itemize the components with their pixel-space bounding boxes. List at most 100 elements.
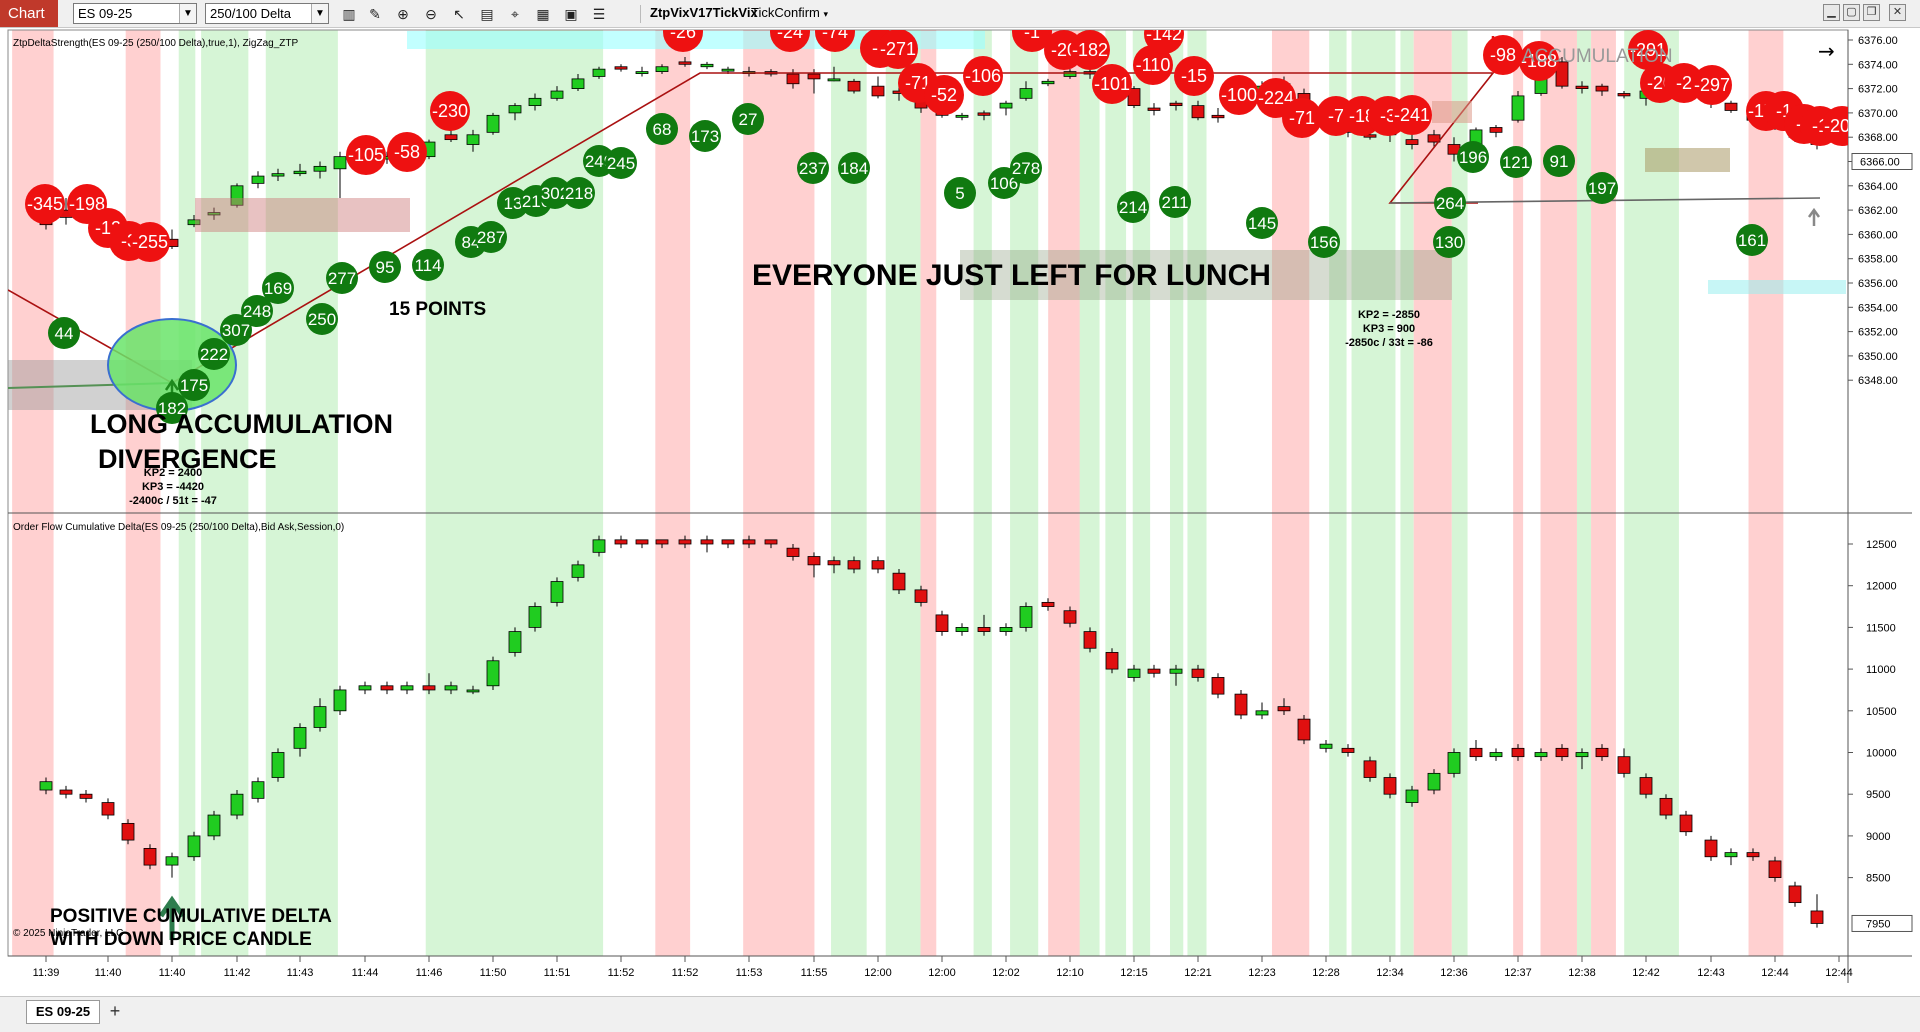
delta-candle [39, 781, 53, 791]
delta-candle [1341, 747, 1355, 753]
delta-candle [678, 539, 692, 545]
data-box-icon[interactable]: ▤ [480, 6, 494, 22]
red-delta-bubble-label: -52 [931, 85, 957, 105]
delta-candle [1746, 852, 1760, 858]
delta-candle [1595, 747, 1609, 758]
positive-delta-text: POSITIVE CUMULATIVE DELTA [50, 906, 332, 927]
zoom-out-icon[interactable]: ⊖ [425, 6, 437, 22]
red-delta-bubble [430, 91, 470, 131]
restore-icon[interactable]: ❐ [1863, 4, 1880, 21]
cyan-zone-right [1708, 280, 1846, 294]
chevron-down-icon[interactable]: ▼ [311, 4, 328, 23]
down-candle-text: WITH DOWN PRICE CANDLE [50, 929, 312, 950]
close-icon[interactable]: ✕ [1889, 4, 1906, 21]
red-delta-bubble [815, 30, 855, 52]
delta-candle [655, 539, 669, 545]
price-tick-label: 6368.00 [1858, 132, 1898, 144]
price-candle [571, 78, 585, 90]
crosshair-icon[interactable]: ⌖ [511, 6, 519, 22]
green-delta-bubble [1433, 226, 1465, 258]
up-arrow-icon [158, 895, 186, 940]
price-tick-label: 6376.00 [1858, 35, 1898, 47]
time-tick-label: 12:00 [864, 967, 892, 979]
maximize-icon[interactable]: ▢ [1843, 4, 1860, 21]
price-candle [313, 165, 327, 172]
green-delta-bubble-label: 106 [990, 174, 1018, 193]
bar-type-selector[interactable]: 250/100 Delta ▼ [205, 3, 329, 24]
green-delta-bubble [1010, 152, 1042, 184]
delta-candle [1639, 777, 1653, 795]
red-delta-bubble-label: -110 [1136, 55, 1171, 75]
green-delta-bubble-label: 307 [222, 321, 250, 340]
properties-icon[interactable]: ▦ [536, 6, 550, 22]
minimize-icon[interactable]: ▁ [1823, 4, 1840, 21]
add-tab-button[interactable]: + [109, 1001, 121, 1021]
pointer-icon[interactable]: ↖ [453, 6, 465, 22]
tab-es-09-25[interactable]: ES 09-25 [26, 1000, 100, 1024]
green-delta-bubble-label: 237 [799, 159, 827, 178]
price-candle [333, 156, 347, 170]
price-overlays [8, 31, 1846, 412]
delta-candle [293, 727, 307, 749]
green-delta-bubble [1159, 186, 1191, 218]
red-delta-bubble [1392, 95, 1432, 135]
red-delta-bubble-label: -58 [394, 142, 420, 162]
chevron-down-icon[interactable]: ▼ [179, 4, 196, 23]
list-icon[interactable]: ☰ [592, 6, 606, 22]
time-tick-label: 11:40 [159, 967, 186, 979]
green-delta-bubble [241, 295, 273, 327]
red-delta-bubble [1133, 45, 1173, 85]
lunch-text: EVERYONE JUST LEFT FOR LUNCH [752, 259, 1271, 292]
delta-candle [935, 614, 949, 632]
bar-type-icon[interactable]: ▥ [342, 6, 356, 22]
session-band [973, 30, 992, 956]
chart-area[interactable]: -345-198-12-3-255-105-58-230-26-24-74-1-… [0, 28, 1920, 996]
red-delta-bubble [1692, 65, 1732, 105]
delta-candle [1363, 760, 1377, 778]
time-tick-label: 12:28 [1312, 967, 1340, 979]
delta-candle [1489, 752, 1503, 758]
time-tick-label: 12:21 [1184, 967, 1212, 979]
arrow-right-icon[interactable]: → [1818, 39, 1835, 63]
delta-candle [1063, 610, 1077, 624]
red-delta-bubble-label: -182 [1072, 40, 1108, 60]
green-delta-bubble-label: 302 [541, 184, 569, 203]
time-tick-label: 11:53 [736, 967, 763, 979]
red-delta-bubble [1822, 106, 1848, 146]
price-tick-label: 6352.00 [1858, 327, 1898, 339]
delta-candle [1768, 860, 1782, 878]
green-delta-bubble-label: 91 [1550, 152, 1569, 171]
green-delta-bubble-label: 197 [1588, 179, 1616, 198]
price-candle [977, 112, 991, 116]
red-delta-bubble [924, 75, 964, 115]
delta-candle [1105, 652, 1119, 670]
green-delta-bubble-label: 245 [607, 154, 635, 173]
delta-candle [1169, 668, 1183, 674]
template-menu[interactable]: TickConfirm ▾ [751, 5, 828, 20]
delta-candle [422, 685, 436, 691]
instrument-value: ES 09-25 [78, 6, 133, 21]
strategy-icon[interactable]: ▣ [564, 6, 578, 22]
tab-bar: ES 09-25 + [0, 996, 1920, 1032]
price-candle [1724, 102, 1738, 111]
delta-candle [1041, 601, 1055, 607]
indicator-name[interactable]: ZtpVixV17TickVix [650, 5, 758, 20]
price-candle [187, 219, 201, 226]
red-delta-bubble [1219, 75, 1259, 115]
green-delta-bubble-label: 5 [955, 184, 964, 203]
pencil-icon[interactable]: ✎ [369, 6, 381, 22]
green-delta-bubble [178, 369, 210, 401]
current-price-box [1851, 153, 1913, 170]
green-delta-bubble [539, 177, 571, 209]
accumulation-watermark: ACCUMULATION [1522, 46, 1673, 67]
price-candle [1617, 93, 1631, 97]
price-tick-label: 6354.00 [1858, 302, 1898, 314]
instrument-selector[interactable]: ES 09-25 ▼ [73, 3, 197, 24]
copyright-text: © 2025 NinjaTrader, LLC [13, 928, 123, 939]
session-band [1576, 30, 1592, 956]
green-delta-bubble [944, 177, 976, 209]
delta-candle [165, 856, 179, 866]
zoom-icon[interactable]: ⊕ [397, 6, 409, 22]
green-delta-bubble [326, 262, 358, 294]
price-candle [1511, 95, 1525, 121]
